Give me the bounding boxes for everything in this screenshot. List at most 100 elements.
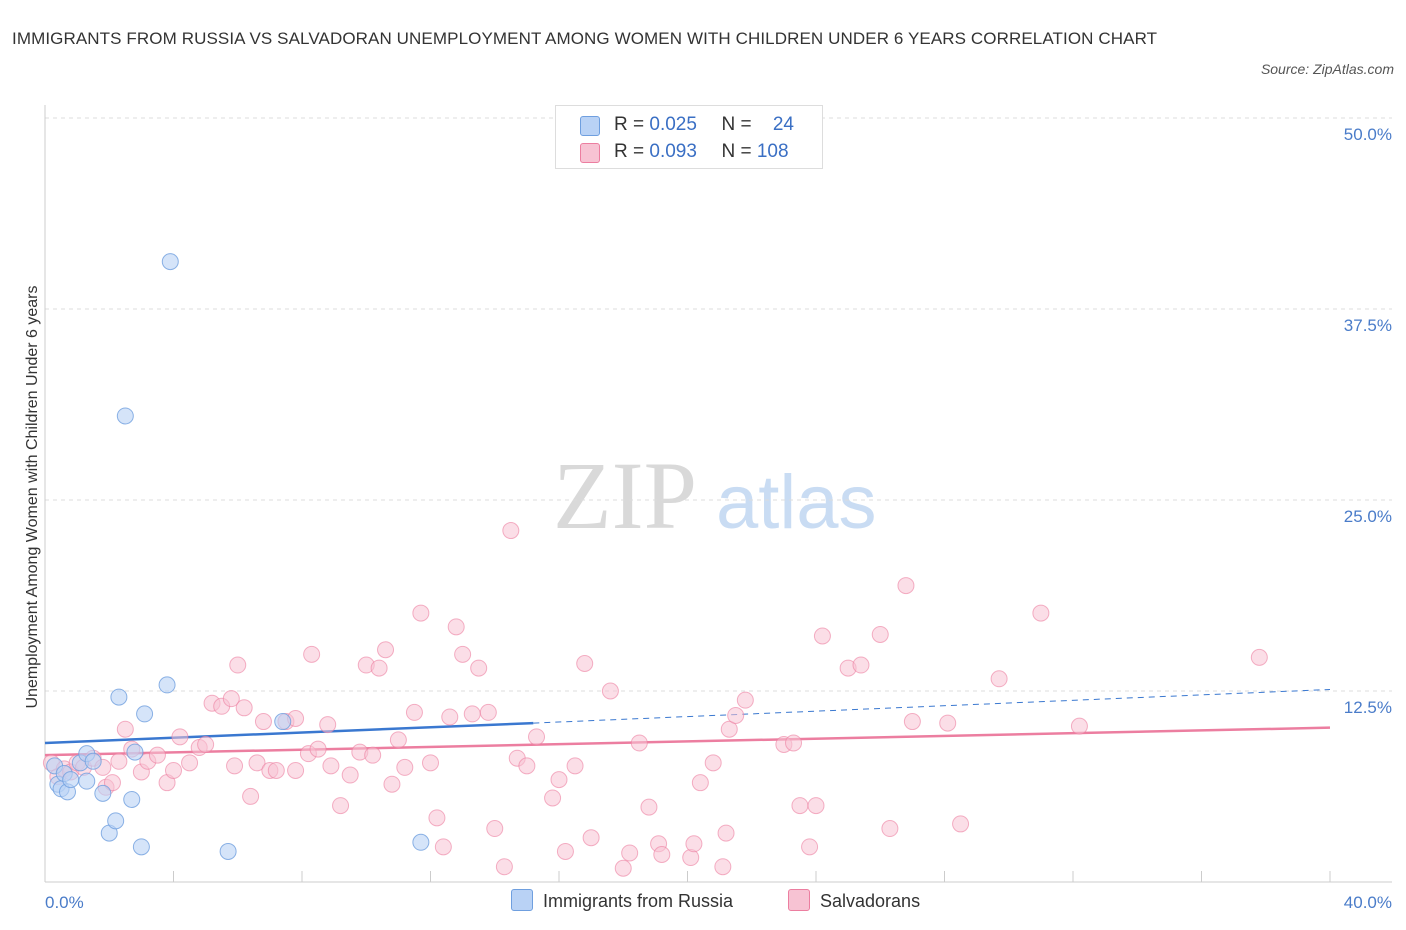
salvadoran-point (621, 844, 639, 862)
salvadoran-point (556, 842, 574, 860)
x-tick-label: 0.0% (45, 893, 84, 912)
salvadoran-point (1032, 604, 1050, 622)
salvadoran-point (309, 740, 327, 758)
salvadoran-point (470, 659, 488, 677)
bottom-legend-russia: Immigrants from Russia (511, 889, 733, 912)
salvadoran-point (454, 645, 472, 663)
salvadoran-point (267, 761, 285, 779)
y-axis-label: Unemployment Among Women with Children U… (24, 285, 41, 708)
salvadoran-point (254, 713, 272, 731)
legend-n-value-salvadoran: 108 (756, 141, 789, 162)
salvadoran-point (852, 656, 870, 674)
salvadoran-point (197, 735, 215, 753)
legend-swatch-salvadoran (580, 143, 600, 163)
salvadoran-point (801, 838, 819, 856)
salvadoran-point (727, 706, 745, 724)
salvadoran-point (550, 771, 568, 789)
salvadoran-point (422, 754, 439, 772)
salvadoran-point (502, 522, 520, 540)
y-tick-label: 12.5% (1344, 698, 1392, 717)
legend-n-label-salvadoran: N = (721, 141, 757, 162)
salvadoran-point (685, 835, 703, 853)
salvadoran-point (903, 713, 921, 731)
salvadoran-point (582, 829, 600, 847)
salvadoran-point (171, 728, 189, 746)
salvadoran-point (495, 858, 513, 876)
salvadoran-point (813, 627, 831, 645)
legend-text-russia: R = 0.025 N = 24 (614, 112, 794, 138)
chart-title: IMMIGRANTS FROM RUSSIA VS SALVADORAN UNE… (12, 29, 1158, 48)
salvadoran-point (791, 797, 809, 815)
salvadoran-point (1070, 717, 1088, 735)
salvadoran-point (287, 761, 305, 779)
salvadoran-point (528, 728, 546, 746)
legend-r-label-salvadoran: R = (614, 141, 650, 162)
russia-point (136, 705, 154, 723)
salvadoran-point (103, 774, 121, 792)
grid-lines (45, 117, 1392, 692)
russia-points (46, 253, 430, 860)
watermark-atlas: atlas (716, 460, 877, 545)
salvadoran-point (518, 757, 536, 775)
salvadoran-point (303, 645, 321, 663)
russia-point (126, 743, 144, 761)
salvadoran-point (377, 641, 395, 659)
legend-r-value-salvadoran: 0.093 (649, 141, 697, 162)
salvadoran-point (319, 716, 337, 734)
salvadoran-point (226, 757, 244, 775)
salvadoran-point (322, 757, 340, 775)
legend: R = 0.025 N = 24 R = 0.093 N = 108 (555, 105, 823, 169)
salvadoran-point (807, 797, 825, 815)
salvadoran-point (441, 708, 459, 726)
y-tick-label: 37.5% (1344, 316, 1392, 335)
salvadoran-point (614, 859, 632, 877)
source-label: Source: ZipAtlas.com (1260, 61, 1394, 77)
salvadoran-point (148, 746, 166, 764)
russia-point (132, 838, 150, 856)
salvadoran-point (785, 734, 803, 752)
salvadoran-point (601, 682, 619, 700)
x-tick-labels: 0.0% 40.0% (45, 893, 1392, 912)
bottom-legend-label-salvadoran: Salvadorans (820, 891, 921, 911)
salvadoran-point (110, 752, 128, 770)
salvadoran-point (691, 774, 709, 792)
salvadoran-point (871, 625, 889, 643)
legend-n-label-russia: N = (721, 114, 757, 135)
salvadoran-points (42, 522, 1268, 877)
russia-point (94, 784, 112, 802)
salvadoran-point (714, 858, 732, 876)
legend-r-label-russia: R = (614, 114, 650, 135)
russia-point (84, 752, 102, 770)
bottom-legend-salvadoran: Salvadorans (788, 889, 920, 912)
salvadoran-point (463, 705, 481, 723)
salvadoran-point (1250, 648, 1268, 666)
salvadoran-point (428, 809, 446, 827)
y-tick-label: 25.0% (1344, 507, 1392, 526)
salvadoran-point (990, 670, 1008, 688)
salvadoran-point (939, 714, 957, 732)
bottom-legend-label-russia: Immigrants from Russia (543, 891, 734, 911)
salvadoran-point (434, 838, 452, 856)
salvadoran-point (952, 815, 970, 833)
salvadoran-point (566, 757, 584, 775)
bottom-legend-swatch-salvadoran (788, 889, 810, 911)
salvadoran-point (881, 820, 899, 838)
salvadoran-point (222, 690, 240, 708)
salvadoran-point (248, 754, 266, 772)
salvadoran-point (576, 654, 594, 672)
salvadoran-point (486, 820, 504, 838)
legend-r-value-russia: 0.025 (649, 114, 697, 135)
salvadoran-point (242, 787, 260, 805)
salvadoran-point (332, 797, 350, 815)
russia-point (62, 771, 80, 789)
trend-lines (44, 688, 1331, 757)
salvadoran-point (653, 845, 671, 863)
russia-point (274, 713, 292, 731)
watermark: ZIP atlas (553, 442, 877, 549)
salvadoran-point (640, 798, 658, 816)
y-tick-labels: 12.5% 25.0% 37.5% 50.0% (1344, 125, 1392, 717)
legend-n-value-russia: 24 (772, 114, 794, 135)
salvadoran-point (704, 754, 722, 772)
salvadoran-point (396, 758, 414, 776)
